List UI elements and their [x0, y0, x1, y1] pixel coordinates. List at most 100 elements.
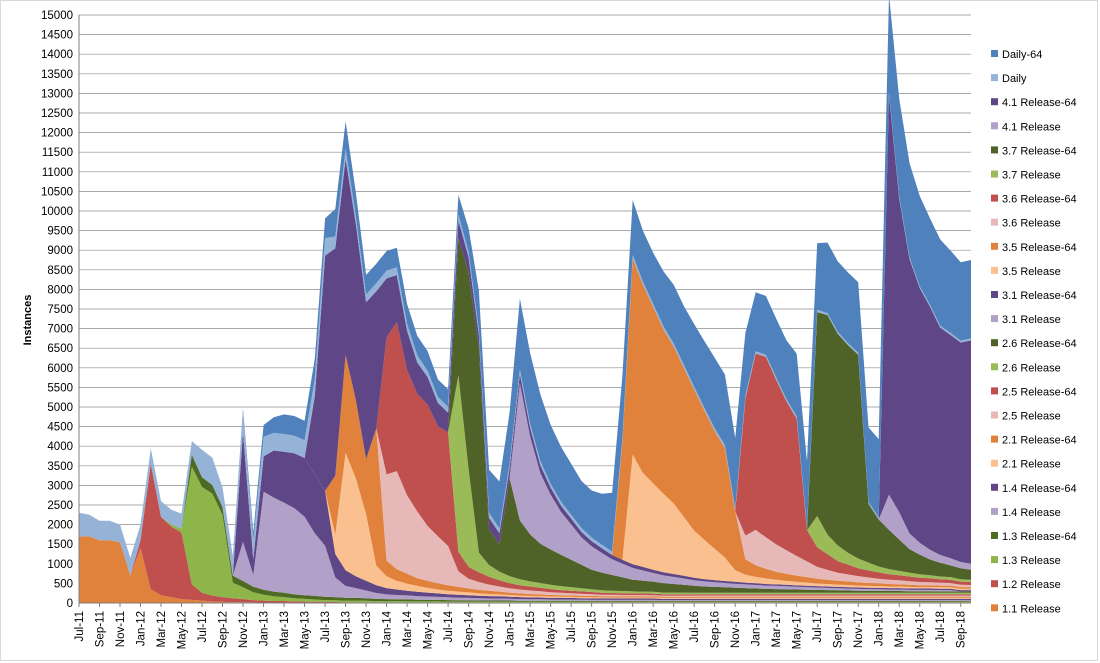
x-tick-label: May-18 — [915, 611, 927, 649]
x-tick-label: May-14 — [423, 610, 435, 649]
legend-swatch — [991, 411, 998, 419]
legend-swatch — [991, 291, 998, 298]
legend-swatch — [991, 50, 998, 57]
x-tick-label: Sep-18 — [956, 611, 968, 648]
series-area-3-7-release-64 — [79, 158, 971, 580]
legend-item: 4.1 Release-64 — [991, 97, 1077, 109]
legend-swatch — [991, 339, 998, 347]
legend-swatch — [991, 507, 998, 515]
y-tick-label: 13500 — [41, 69, 73, 81]
legend-label: 3.1 Release — [1002, 314, 1061, 326]
series-area-1-4-release-64 — [79, 432, 971, 601]
y-axis-label: Instances — [22, 295, 34, 346]
x-tick-label: Mar-18 — [894, 611, 906, 647]
x-tick-label: Nov-12 — [238, 611, 250, 648]
x-tick-label: Mar-13 — [279, 611, 291, 647]
legend-label: 3.7 Release — [1002, 170, 1061, 182]
y-tick-label: 14000 — [41, 49, 73, 61]
legend-swatch — [991, 74, 998, 82]
legend-label: Daily — [1002, 73, 1027, 85]
x-tick-label: Jan-18 — [874, 611, 886, 646]
series-area-daily — [79, 92, 971, 576]
legend-item: 1.3 Release — [991, 555, 1061, 567]
legend-item: 2.5 Release — [991, 411, 1061, 423]
y-tick-label: 6000 — [47, 363, 73, 375]
legend-swatch — [991, 483, 998, 491]
series-area-1-4-release — [79, 454, 971, 601]
legend-swatch — [991, 146, 998, 154]
x-tick-label: Sep-17 — [833, 611, 845, 648]
y-tick-label: 8500 — [47, 265, 73, 277]
legend-item: 1.2 Release — [991, 579, 1061, 591]
legend-label: 1.4 Release — [1002, 507, 1061, 519]
legend-label: 2.6 Release-64 — [1002, 338, 1077, 350]
legend-label: Daily-64 — [1002, 49, 1042, 61]
legend-item: 2.6 Release-64 — [991, 338, 1077, 350]
y-tick-label: 10500 — [41, 186, 73, 198]
legend-label: 3.5 Release — [1002, 266, 1061, 278]
x-tick-label: Jul-17 — [812, 611, 824, 642]
x-tick-label: Jul-16 — [689, 611, 701, 642]
legend-item: 3.6 Release-64 — [991, 194, 1077, 206]
legend-label: 4.1 Release-64 — [1002, 97, 1077, 109]
legend-label: 1.3 Release-64 — [1002, 531, 1077, 543]
legend-item: 3.6 Release — [991, 218, 1061, 230]
y-tick-label: 6500 — [47, 343, 73, 355]
legend-swatch — [991, 122, 998, 130]
y-tick-label: 0 — [67, 598, 73, 610]
legend-swatch — [991, 435, 998, 443]
legend-label: 1.2 Release — [1002, 579, 1061, 591]
legend-swatch — [991, 604, 998, 612]
legend-item: 3.7 Release — [991, 170, 1061, 182]
legend-label: 2.6 Release — [1002, 362, 1061, 374]
legend-item: 3.5 Release-64 — [991, 242, 1077, 254]
legend-item: 3.1 Release — [991, 314, 1061, 326]
x-tick-label: Sep-15 — [587, 611, 599, 648]
legend-label: 3.6 Release-64 — [1002, 194, 1077, 206]
y-tick-label: 7500 — [47, 304, 73, 316]
y-tick-label: 500 — [54, 578, 73, 590]
y-tick-label: 4500 — [47, 422, 73, 434]
legend-label: 1.4 Release-64 — [1002, 483, 1077, 495]
y-tick-label: 8000 — [47, 284, 73, 296]
x-tick-label: Mar-16 — [648, 611, 660, 647]
y-tick-label: 13000 — [41, 88, 73, 100]
y-tick-label: 2500 — [47, 500, 73, 512]
x-tick-label: Sep-16 — [710, 611, 722, 648]
legend-item: 3.1 Release-64 — [991, 290, 1077, 302]
legend-label: 1.3 Release — [1002, 555, 1061, 567]
y-tick-label: 5500 — [47, 382, 73, 394]
x-tick-label: Mar-17 — [771, 611, 783, 647]
legend-item: 1.4 Release — [991, 507, 1061, 519]
y-tick-label: 12500 — [41, 108, 73, 120]
y-tick-label: 11000 — [42, 167, 73, 179]
x-tick-label: Nov-13 — [361, 611, 373, 648]
y-tick-label: 2000 — [47, 520, 73, 532]
y-tick-label: 4000 — [47, 441, 73, 453]
legend-label: 3.1 Release-64 — [1002, 290, 1077, 302]
legend-item: 1.3 Release-64 — [991, 531, 1077, 543]
y-tick-label: 10000 — [41, 206, 73, 218]
legend-label: 4.1 Release — [1002, 121, 1061, 133]
y-tick-label: 7000 — [47, 324, 73, 336]
legend-item: 1.1 Release — [991, 603, 1061, 615]
legend-item: 2.6 Release — [991, 362, 1061, 374]
x-tick-label: Mar-14 — [402, 610, 414, 647]
legend-item: Daily-64 — [991, 49, 1042, 61]
y-tick-label: 14500 — [41, 30, 73, 42]
legend-label: 2.5 Release — [1002, 411, 1061, 423]
series-area-3-6-release-64 — [79, 158, 971, 585]
legend-label: 3.5 Release-64 — [1002, 242, 1077, 254]
x-tick-label: Sep-14 — [464, 610, 476, 648]
legend-swatch — [991, 556, 998, 564]
y-tick-label: 11500 — [42, 147, 73, 159]
x-tick-label: May-16 — [669, 611, 681, 649]
legend-item: 2.1 Release-64 — [991, 435, 1077, 447]
legend-label: 2.1 Release-64 — [1002, 435, 1077, 447]
legend-label: 3.7 Release-64 — [1002, 145, 1077, 157]
legend-item: 3.7 Release-64 — [991, 145, 1077, 157]
x-tick-label: Jul-15 — [566, 611, 578, 642]
axes — [78, 15, 971, 604]
